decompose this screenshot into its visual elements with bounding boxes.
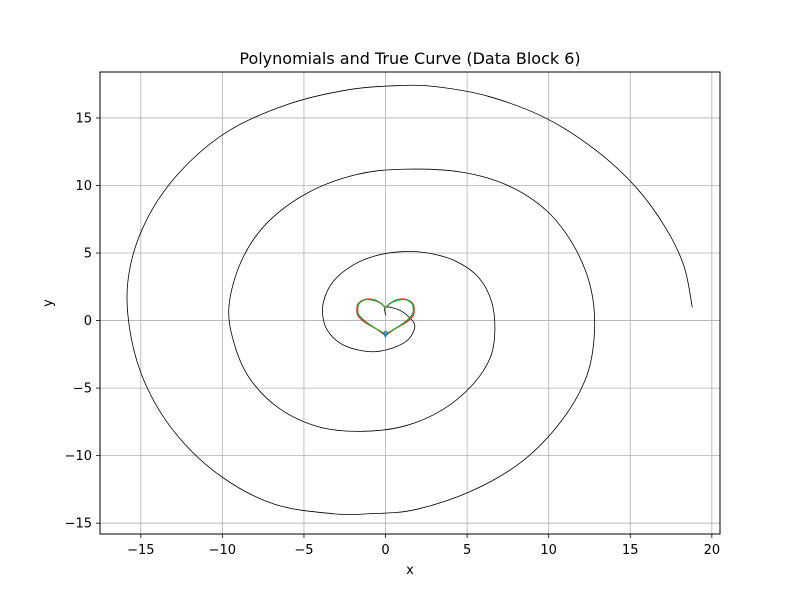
y-tick-label: 0 bbox=[84, 314, 92, 329]
series-line-3 bbox=[383, 330, 388, 338]
y-tick-label: −5 bbox=[73, 382, 92, 397]
x-tick-label: 15 bbox=[622, 543, 639, 558]
x-axis-label: x bbox=[406, 563, 414, 578]
chart-title: Polynomials and True Curve (Data Block 6… bbox=[239, 49, 580, 68]
y-tick-label: −15 bbox=[65, 517, 92, 532]
series-layer bbox=[126, 84, 693, 516]
x-tick-label: 0 bbox=[381, 543, 389, 558]
x-tick-label: −5 bbox=[294, 543, 313, 558]
grid bbox=[100, 72, 720, 534]
y-axis: −15 −10 −5 0 5 10 15 bbox=[65, 111, 100, 532]
x-tick-label: −15 bbox=[127, 543, 154, 558]
x-tick-label: 5 bbox=[463, 543, 471, 558]
plot-frame bbox=[99, 71, 721, 535]
y-axis-label: y bbox=[41, 299, 56, 307]
series-line-2 bbox=[357, 298, 414, 335]
x-axis: −15 −10 −5 0 5 10 15 20 bbox=[127, 534, 720, 558]
x-tick-label: 10 bbox=[540, 543, 557, 558]
y-tick-label: 5 bbox=[84, 247, 92, 262]
x-tick-label: 20 bbox=[704, 543, 721, 558]
y-tick-label: 15 bbox=[75, 111, 92, 126]
series-line-1 bbox=[356, 298, 415, 337]
x-tick-label: −10 bbox=[209, 543, 236, 558]
y-tick-label: 10 bbox=[75, 179, 92, 194]
series-line-0 bbox=[126, 84, 693, 516]
y-tick-label: −10 bbox=[65, 449, 92, 464]
